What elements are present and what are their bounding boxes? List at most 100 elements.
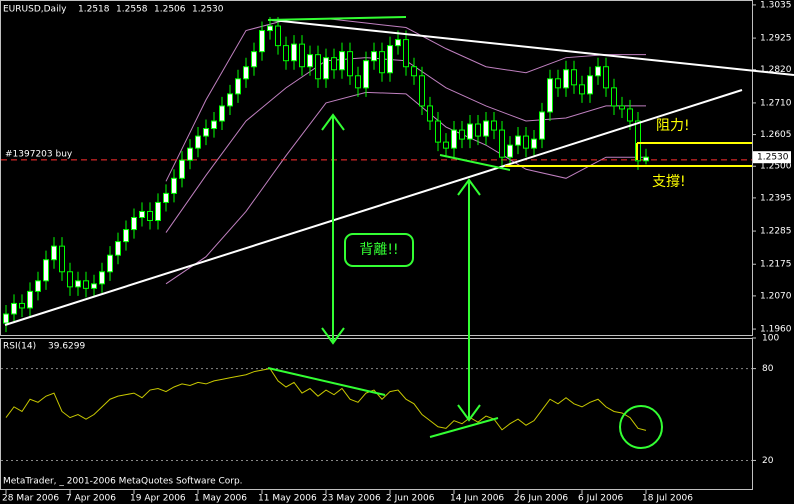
order-label: #1397203 buy bbox=[5, 149, 73, 159]
candle-body bbox=[643, 156, 649, 162]
candle-body bbox=[323, 57, 329, 80]
rsi-panel bbox=[0, 338, 753, 490]
candle-body bbox=[587, 75, 593, 95]
candle-body bbox=[99, 271, 105, 285]
candle-body bbox=[523, 135, 529, 149]
annotation: 背離!! bbox=[359, 241, 398, 258]
annotation: 支撐! bbox=[652, 174, 686, 190]
candle-body bbox=[139, 210, 145, 218]
candle-body bbox=[307, 54, 313, 68]
candle-body bbox=[147, 210, 153, 222]
y-tick-label: 20 bbox=[762, 456, 774, 466]
candle-body bbox=[227, 93, 233, 107]
candle-body bbox=[603, 66, 609, 89]
candle-body bbox=[291, 43, 297, 62]
y-tick-label: 1.2820 bbox=[760, 65, 792, 75]
band-line bbox=[165, 17, 646, 182]
candle-body bbox=[43, 259, 49, 282]
ohlc-label: 1.2558 bbox=[116, 5, 148, 15]
candle-body bbox=[635, 120, 641, 162]
candle-body bbox=[131, 216, 137, 231]
candle-body bbox=[195, 135, 201, 149]
rsi-highlight bbox=[619, 405, 663, 449]
y-tick-label: 80 bbox=[762, 364, 774, 374]
annotation-box bbox=[344, 233, 414, 267]
candle-body bbox=[211, 120, 217, 130]
candle-body bbox=[171, 177, 177, 194]
y-tick-label: 1.2605 bbox=[760, 130, 792, 140]
candle-body bbox=[387, 45, 393, 74]
price-box bbox=[753, 151, 791, 164]
x-tick-label: 23 May 2006 bbox=[322, 494, 381, 504]
divergence-arrow bbox=[457, 178, 481, 422]
candle-body bbox=[491, 120, 497, 131]
candle-body bbox=[395, 39, 401, 47]
candle-body bbox=[123, 229, 129, 243]
x-tick-label: 11 May 2006 bbox=[258, 494, 317, 504]
candle-body bbox=[283, 45, 289, 62]
candle-body bbox=[315, 54, 321, 80]
candle-body bbox=[515, 135, 521, 146]
candle-body bbox=[443, 141, 449, 149]
candle-body bbox=[91, 283, 97, 289]
candle-body bbox=[115, 241, 121, 256]
candle-body bbox=[107, 254, 113, 273]
resistance-trendline bbox=[271, 19, 794, 76]
candle-body bbox=[155, 201, 161, 222]
candle-body bbox=[355, 75, 361, 89]
x-tick-label: 7 Apr 2006 bbox=[66, 494, 116, 504]
candle-body bbox=[3, 313, 9, 324]
candle-body bbox=[267, 25, 273, 32]
candle-body bbox=[27, 290, 33, 309]
candle-body bbox=[187, 147, 193, 161]
candle-body bbox=[363, 60, 369, 89]
y-tick-label: 1.1960 bbox=[760, 325, 792, 335]
candle-body bbox=[411, 66, 417, 77]
y-tick-label: 1.3035 bbox=[760, 0, 792, 10]
y-tick-label: 1.2925 bbox=[760, 34, 792, 44]
candle-body bbox=[595, 66, 601, 77]
symbol: EURUSD,Daily bbox=[3, 5, 67, 15]
x-tick-label: 14 Jun 2006 bbox=[450, 494, 504, 504]
candle-body bbox=[235, 78, 241, 95]
x-tick-label: 19 Apr 2006 bbox=[130, 494, 186, 504]
candle-body bbox=[555, 78, 561, 89]
rsi-title: RSI(14) bbox=[3, 342, 36, 352]
y-tick-label: 1.2500 bbox=[760, 162, 792, 172]
footer: MetaTrader, _ 2001-2006 MetaQuotes Softw… bbox=[3, 477, 243, 487]
x-tick-label: 6 Jul 2006 bbox=[578, 494, 623, 504]
x-tick-label: 28 Mar 2006 bbox=[2, 494, 59, 504]
candle-body bbox=[35, 280, 41, 292]
candle-body bbox=[51, 245, 57, 261]
rsi-value: 39.6299 bbox=[48, 342, 85, 352]
rsi-line bbox=[5, 368, 647, 431]
ohlc-label: 1.2506 bbox=[154, 5, 186, 15]
y-tick-label: 1.2285 bbox=[760, 227, 792, 237]
candle-body bbox=[611, 87, 617, 107]
y-tick-label: 1.2395 bbox=[760, 193, 792, 203]
candle-body bbox=[83, 280, 89, 289]
low-divergence-line bbox=[439, 154, 511, 171]
candle-body bbox=[467, 123, 473, 140]
candle-body bbox=[419, 75, 425, 107]
candle-body bbox=[475, 123, 481, 137]
x-tick-label: 2 Jun 2006 bbox=[386, 494, 435, 504]
candle-body bbox=[627, 108, 633, 122]
candle-body bbox=[427, 105, 433, 122]
annotation: 阻力! bbox=[656, 118, 690, 134]
candle-body bbox=[251, 51, 257, 68]
x-tick-label: 1 May 2006 bbox=[194, 494, 247, 504]
candle-body bbox=[507, 144, 513, 158]
candle-body bbox=[259, 30, 265, 53]
candle-body bbox=[243, 66, 249, 80]
ohlc-label: 1.2530 bbox=[192, 5, 224, 15]
ohlc-label: 1.2518 bbox=[78, 5, 110, 15]
band-line bbox=[165, 91, 646, 285]
x-tick-label: 26 Jun 2006 bbox=[514, 494, 568, 504]
y-tick-label: 1.2175 bbox=[760, 260, 792, 270]
rsi-divergence-line bbox=[267, 367, 386, 396]
candle-body bbox=[299, 43, 305, 68]
candle-body bbox=[163, 192, 169, 203]
